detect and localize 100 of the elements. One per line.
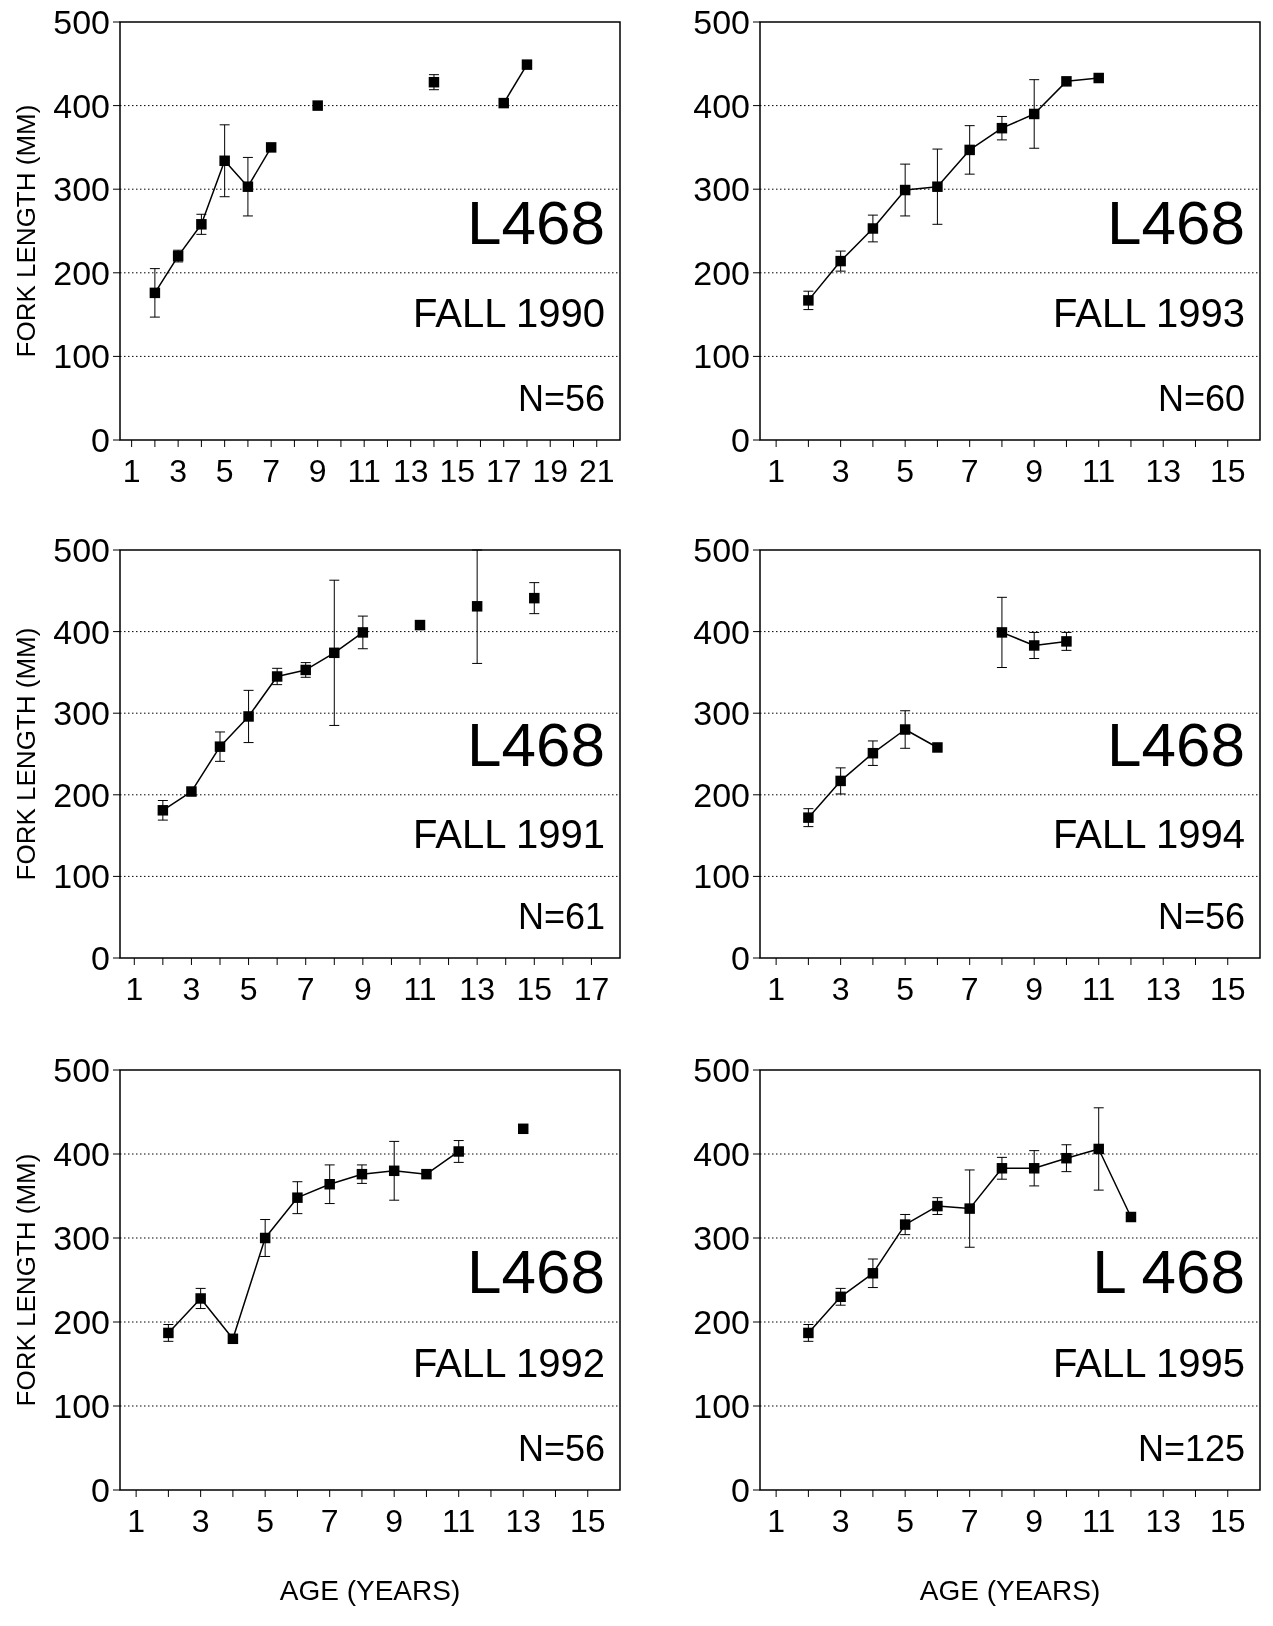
y-tick-label: 500 [53,1050,110,1089]
annotation: FALL 1992 [412,1340,605,1385]
x-tick-label: 13 [1145,453,1182,489]
y-tick-label: 500 [53,530,110,569]
point [835,1291,846,1303]
point [835,775,846,787]
annotation: N=56 [517,1427,605,1469]
x-tick-label: 3 [831,971,850,1007]
point [214,741,226,752]
y-axis-title: FORK LENGTH (MM) [11,1153,41,1407]
x-tick-label: 3 [191,1503,210,1539]
x-tick-label: 1 [122,453,141,489]
x-tick-label: 5 [239,971,258,1007]
y-tick-label: 0 [731,938,750,977]
point [1061,636,1072,647]
point [471,601,483,612]
annotation: N=56 [517,377,605,419]
point [195,1293,206,1304]
annotation: L468 [467,187,605,257]
point [835,255,846,267]
x-tick-label: 1 [125,971,144,1007]
point [867,747,879,759]
annotation: FALL 1990 [412,291,605,336]
point [186,786,197,797]
y-tick-label: 200 [693,1302,750,1341]
y-tick-label: 100 [693,337,750,376]
point [265,142,277,153]
x-tick-label: 5 [896,971,915,1007]
x-tick-label: 7 [262,453,281,489]
point [157,805,169,816]
point [453,1146,464,1157]
y-tick-label: 0 [91,420,110,459]
x-tick-label: 9 [1025,971,1044,1007]
point [1093,1143,1104,1155]
x-tick-label: 7 [960,453,979,489]
annotation: N=60 [1157,377,1245,419]
point [388,1165,400,1177]
point [899,1219,911,1230]
annotation: N=125 [1137,1427,1245,1469]
point [964,144,975,156]
y-tick-label: 200 [53,775,110,814]
x-tick-label: 7 [320,1503,339,1539]
x-tick-label: 3 [182,971,201,1007]
x-tick-label: 1 [767,971,786,1007]
y-tick-label: 200 [693,775,750,814]
annotation: FALL 1993 [1052,291,1245,336]
y-tick-label: 300 [53,170,110,209]
x-tick-label: 13 [392,453,429,489]
x-tick-label: 11 [347,453,381,489]
point [149,287,161,299]
y-tick-label: 400 [53,1134,110,1173]
y-tick-label: 100 [693,1386,750,1425]
y-tick-label: 400 [693,612,750,651]
point [1061,1152,1072,1164]
point [243,711,254,722]
point [271,671,283,682]
point [329,647,340,659]
x-tick-label: 19 [532,453,569,489]
y-axis-title: FORK LENGTH (MM) [11,104,41,358]
x-tick-label: 13 [459,971,495,1007]
x-tick-label: 7 [960,1503,979,1539]
x-tick-label: 15 [439,453,476,489]
y-tick-label: 100 [693,857,750,896]
y-tick-label: 300 [693,694,750,733]
y-axis-title: FORK LENGTH (MM) [11,627,41,881]
x-tick-label: 15 [1209,1503,1246,1539]
y-tick-label: 200 [53,253,110,292]
y-tick-label: 500 [693,1050,750,1089]
x-tick-label: 9 [308,453,327,489]
x-tick-label: 5 [896,1503,915,1539]
y-tick-label: 400 [53,612,110,651]
point [1125,1211,1137,1223]
y-tick-label: 0 [731,1470,750,1509]
y-tick-label: 0 [91,938,110,977]
point [498,97,509,109]
y-tick-label: 100 [53,337,110,376]
x-tick-label: 15 [516,971,553,1007]
x-tick-label: 3 [169,453,188,489]
y-tick-label: 200 [693,253,750,292]
x-tick-label: 13 [505,1503,542,1539]
point [964,1203,975,1214]
x-tick-label: 3 [831,453,850,489]
point [932,181,943,192]
point [899,184,911,196]
x-tick-label: 11 [1082,1503,1116,1539]
point [242,181,254,192]
y-tick-label: 0 [91,1470,110,1509]
point [292,1192,303,1203]
x-tick-label: 11 [403,971,437,1007]
x-tick-label: 11 [442,1503,476,1539]
point [932,742,943,753]
x-tick-label: 15 [569,1503,606,1539]
point [259,1232,271,1244]
y-tick-label: 500 [693,2,750,41]
y-tick-label: 100 [53,1386,110,1425]
y-tick-label: 100 [53,857,110,896]
annotation: N=56 [1157,896,1245,938]
x-tick-label: 1 [127,1503,146,1539]
y-tick-label: 500 [693,530,750,569]
point [899,724,911,735]
